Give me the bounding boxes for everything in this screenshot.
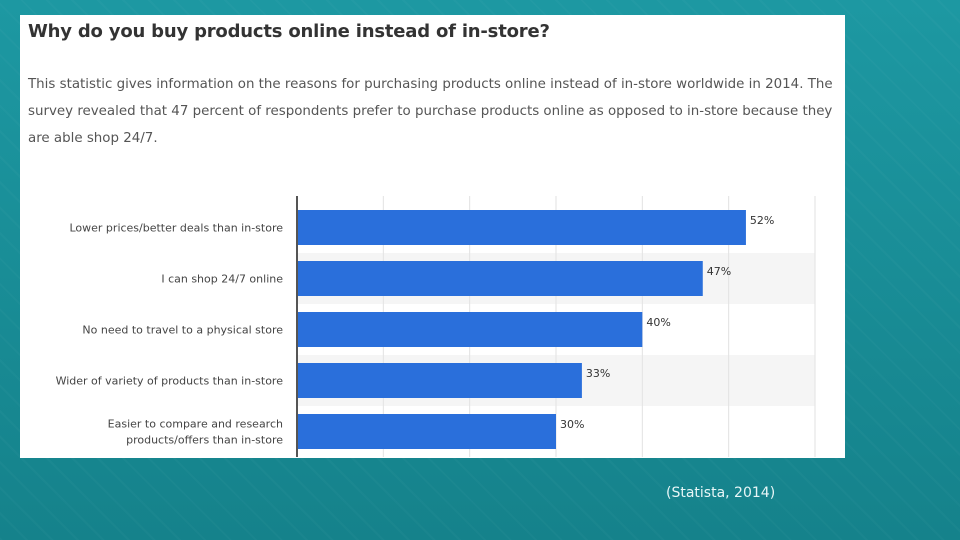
chart-title: Why do you buy products online instead o… bbox=[28, 21, 550, 42]
bars bbox=[297, 210, 746, 449]
value-label: 30% bbox=[560, 418, 584, 431]
bar[interactable] bbox=[297, 312, 643, 347]
bar[interactable] bbox=[297, 210, 746, 245]
category-label: No need to travel to a physical store bbox=[82, 324, 283, 337]
value-label: 33% bbox=[586, 367, 610, 380]
bar[interactable] bbox=[297, 414, 556, 449]
category-label: I can shop 24/7 online bbox=[161, 273, 283, 286]
value-labels: 52% 47% 40% 33% 30% bbox=[560, 214, 774, 431]
value-label: 40% bbox=[646, 316, 670, 329]
bar-chart: Lower prices/better deals than in-store I… bbox=[56, 196, 816, 457]
category-label: Easier to compare and research bbox=[108, 418, 283, 431]
category-label: products/offers than in-store bbox=[126, 434, 283, 447]
category-label: Lower prices/better deals than in-store bbox=[69, 222, 283, 235]
value-label: 47% bbox=[707, 265, 731, 278]
value-label: 52% bbox=[750, 214, 774, 227]
bar[interactable] bbox=[297, 261, 703, 296]
category-label: Wider of variety of products than in-sto… bbox=[56, 375, 284, 388]
statistic-card: Why do you buy products online instead o… bbox=[20, 15, 845, 458]
source-citation: (Statista, 2014) bbox=[666, 485, 776, 501]
chart-description: This statistic gives information on the … bbox=[28, 77, 833, 146]
category-labels: Lower prices/better deals than in-store I… bbox=[56, 222, 284, 447]
bar[interactable] bbox=[297, 363, 582, 398]
